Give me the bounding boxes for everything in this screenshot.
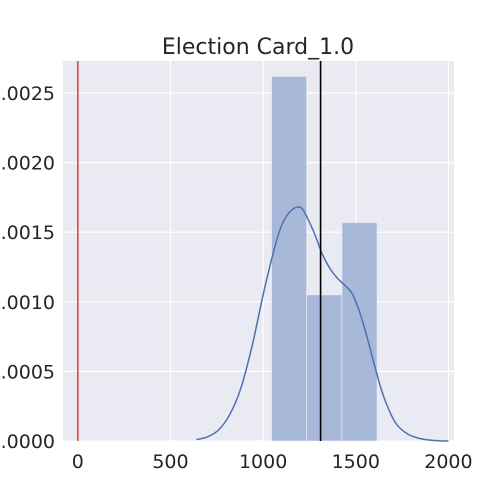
reference-lines [77, 61, 322, 441]
x-tick-label: 1000 [239, 451, 287, 473]
y-tick-labels: 0.0000 0.0005 0.0010 0.0015 0.0020 0.0025 [0, 83, 55, 453]
grid [63, 61, 454, 442]
histogram-bar [306, 294, 343, 442]
x-tick-label: 500 [152, 451, 188, 473]
y-tick-label: 0.0025 [0, 83, 55, 105]
y-tick-label: 0.0020 [0, 153, 55, 175]
chart-title: Election Card_1.0 [162, 35, 354, 60]
y-tick-label: 0.0000 [0, 431, 55, 453]
kde-layer [196, 206, 449, 442]
histogram-bar [341, 222, 378, 442]
histogram-bar [271, 75, 308, 442]
x-tick-labels: 0 500 1000 1500 2000 [72, 451, 473, 473]
y-tick-label: 0.0005 [0, 361, 55, 383]
y-tick-label: 0.0015 [0, 222, 55, 244]
x-tick-label: 1500 [332, 451, 380, 473]
x-tick-label: 2000 [424, 451, 472, 473]
plot-background [63, 61, 454, 441]
y-tick-label: 0.0010 [0, 292, 55, 314]
histogram-bars [271, 75, 378, 442]
kde-curve [196, 206, 449, 442]
x-tick-label: 0 [72, 451, 84, 473]
